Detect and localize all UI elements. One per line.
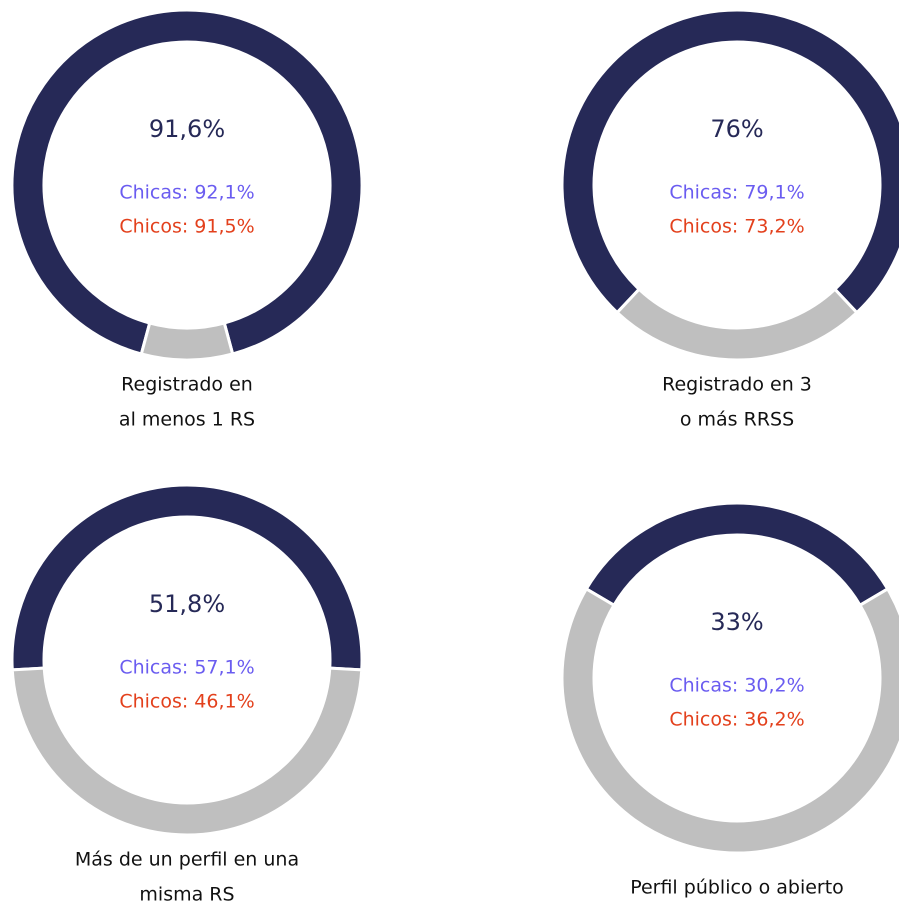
center-value: 33% [710, 608, 763, 636]
annotation: Chicos: 91,5% [119, 216, 254, 238]
center-value: 76% [710, 115, 763, 143]
annotation: Chicas: 57,1% [119, 657, 254, 679]
donut-segment [615, 287, 859, 362]
caption: misma RS [139, 884, 234, 906]
donut-segment [139, 321, 235, 362]
annotation: Chicos: 36,2% [669, 709, 804, 731]
donut-segment [10, 666, 364, 837]
donut-segment [10, 483, 364, 672]
annotation: Chicos: 73,2% [669, 216, 804, 238]
caption: al menos 1 RS [119, 409, 255, 431]
center-value: 51,8% [149, 590, 225, 618]
annotation: Chicas: 79,1% [669, 182, 804, 204]
center-value: 91,6% [149, 115, 225, 143]
donut-segment [10, 8, 364, 356]
caption: Registrado en [121, 374, 253, 396]
caption: Más de un perfil en una [75, 849, 299, 871]
annotation: Chicas: 30,2% [669, 675, 804, 697]
donut-segment [560, 586, 899, 855]
donut-segment [584, 501, 890, 608]
annotation: Chicos: 46,1% [119, 691, 254, 713]
caption: o más RRSS [680, 409, 794, 431]
annotation: Chicas: 92,1% [119, 182, 254, 204]
caption: Perfil público o abierto [630, 877, 844, 899]
donut-segment [560, 8, 899, 315]
caption: Registrado en 3 [662, 374, 812, 396]
